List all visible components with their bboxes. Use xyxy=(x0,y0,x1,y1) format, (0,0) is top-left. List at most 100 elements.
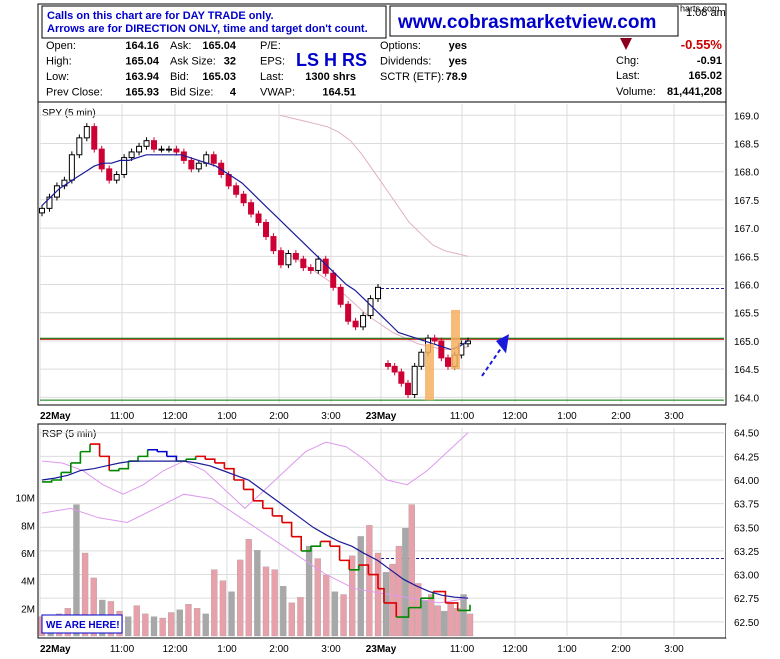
rsp-x-tick-label: 12:00 xyxy=(162,644,187,655)
rsp-volume-tick-label: 2M xyxy=(21,604,35,615)
notice-box xyxy=(41,5,387,39)
rsp-x-tick-label: 2:00 xyxy=(611,644,631,655)
spy-y-tick-label: 166.5 xyxy=(734,252,759,263)
brand-fragment: harts.com xyxy=(680,3,720,13)
spy-x-tick-label: 12:00 xyxy=(162,411,187,422)
spy-x-tick-label: 3:00 xyxy=(664,411,684,422)
rsp-volume-bar xyxy=(305,545,313,637)
rsp-volume-bar xyxy=(366,525,373,637)
rsp-price-segment xyxy=(186,456,197,460)
spy-candle-body xyxy=(263,221,269,238)
spy-y-tick-label: 168.0 xyxy=(734,168,759,179)
spy-plot-frame xyxy=(37,101,727,406)
rsp-x-axis: 22May 11:00 12:00 1:00 2:00 3:00 23May 11:00 12:… xyxy=(40,644,684,655)
rsp-volume-bar xyxy=(237,559,244,637)
rsp-volume-bar xyxy=(340,594,347,637)
rsp-volume-bar xyxy=(323,574,330,637)
spy-x-tick-label: 12:00 xyxy=(502,411,527,422)
rsp-volume-bar xyxy=(73,504,80,637)
quote-value: 1300 shrs xyxy=(305,71,356,83)
spy-x-tick-label: 2:00 xyxy=(611,411,631,422)
rsp-price-segment xyxy=(420,591,434,599)
spy-x-tick-label: 11:00 xyxy=(450,411,475,422)
spy-candle-body xyxy=(398,371,405,384)
rsp-bands xyxy=(41,432,469,604)
rsp-volume-bar xyxy=(297,597,304,637)
spy-candle-body xyxy=(165,148,172,151)
rsp-volume-bar xyxy=(219,580,227,637)
spy-x-tick-label: 22May xyxy=(40,411,71,422)
spy-candle-body xyxy=(277,250,284,266)
rsp-y-axis: 64.50 64.25 64.00 63.75 63.50 63.25 63.00 62.75… xyxy=(734,429,759,629)
rsp-volume-bar xyxy=(395,545,403,637)
rsp-volume-bar xyxy=(382,572,390,637)
quote-label: Last: xyxy=(260,71,284,83)
rsp-price-segment xyxy=(330,545,341,561)
rsp-price-segment xyxy=(70,451,82,464)
spy-candle-body xyxy=(121,157,128,176)
rsp-x-tick-label: 1:00 xyxy=(217,644,237,655)
rsp-price-segment xyxy=(272,515,283,523)
volume-label: Volume: xyxy=(616,86,656,98)
spy-candle-body xyxy=(113,174,120,181)
chg-value: -0.91 xyxy=(697,55,722,67)
rsp-y-tick-label: 64.00 xyxy=(734,476,759,487)
rsp-volume-bar xyxy=(211,569,218,637)
rsp-ma-line xyxy=(41,460,469,599)
spy-x-axis: 22May 11:00 12:00 1:00 2:00 3:00 23May 11:00 12:… xyxy=(40,411,684,422)
spy-x-tick-label: 23May xyxy=(366,411,397,422)
spy-annotations xyxy=(425,309,509,401)
spy-band-upper xyxy=(279,114,469,257)
spy-candle-body xyxy=(411,365,418,396)
rsp-volume-bar xyxy=(434,605,441,637)
rsp-price-segment xyxy=(51,472,62,481)
last-value: 165.02 xyxy=(688,70,722,82)
quote-label: Ask Size: xyxy=(170,56,216,68)
rsp-volume-bar xyxy=(357,536,364,637)
spy-x-tick-label: 1:00 xyxy=(557,411,577,422)
rsp-grid xyxy=(39,428,724,636)
spy-candle-body xyxy=(233,185,240,195)
spy-candle-body xyxy=(337,286,344,305)
spy-candle-body xyxy=(438,340,445,359)
spy-candle-body xyxy=(76,137,83,156)
rsp-price-segment xyxy=(433,590,447,603)
spy-candle-body xyxy=(352,320,359,328)
quote-grid: Open: 164.16 High: 165.04 Low: 163.94 Prev Clo… xyxy=(46,40,467,99)
quote-label: VWAP: xyxy=(260,87,295,99)
rsp-price-segment xyxy=(378,587,385,603)
quote-value: 163.94 xyxy=(125,71,160,83)
rsp-y-tick-label: 63.25 xyxy=(734,547,759,558)
rsp-volume-bar xyxy=(402,527,409,637)
website-text: www.cobrasmarketview.com xyxy=(397,12,656,33)
rsp-price-segment xyxy=(262,507,274,516)
spy-y-axis: 169.0 168.5 168.0 167.5 167.0 166.5 166.0 165.5… xyxy=(734,111,759,404)
spy-candle-body xyxy=(385,363,391,367)
spy-candle-body xyxy=(270,236,277,252)
rsp-volume-bar xyxy=(193,608,201,637)
quote-label: Bid Size: xyxy=(170,87,213,99)
rsp-price-segment xyxy=(349,565,360,571)
quote-label: Prev Close: xyxy=(46,87,103,99)
spy-y-tick-label: 164.5 xyxy=(734,365,759,376)
spy-candle-body xyxy=(300,258,307,269)
quote-label: Dividends: xyxy=(380,56,431,68)
rsp-y-axis-strip xyxy=(726,424,780,638)
rsp-price-segment xyxy=(291,535,302,551)
spy-y-tick-label: 164.0 xyxy=(734,393,759,404)
rsp-volume-bar xyxy=(415,583,422,637)
direction-arrow-line xyxy=(481,344,504,377)
rsp-volume-bar xyxy=(185,604,192,637)
spy-candle-body xyxy=(418,351,425,367)
spy-candle-body xyxy=(106,168,113,181)
rsp-price-segment xyxy=(358,564,370,575)
rsp-x-tick-label: 3:00 xyxy=(321,644,341,655)
spy-x-tick-label: 2:00 xyxy=(269,411,289,422)
spy-candle-body xyxy=(39,207,45,214)
spy-ma xyxy=(41,154,469,351)
rsp-volume-bar xyxy=(90,577,97,637)
spy-candle-body xyxy=(173,148,180,153)
rsp-price-segment xyxy=(320,540,331,547)
rsp-x-tick-label: 12:00 xyxy=(502,644,527,655)
